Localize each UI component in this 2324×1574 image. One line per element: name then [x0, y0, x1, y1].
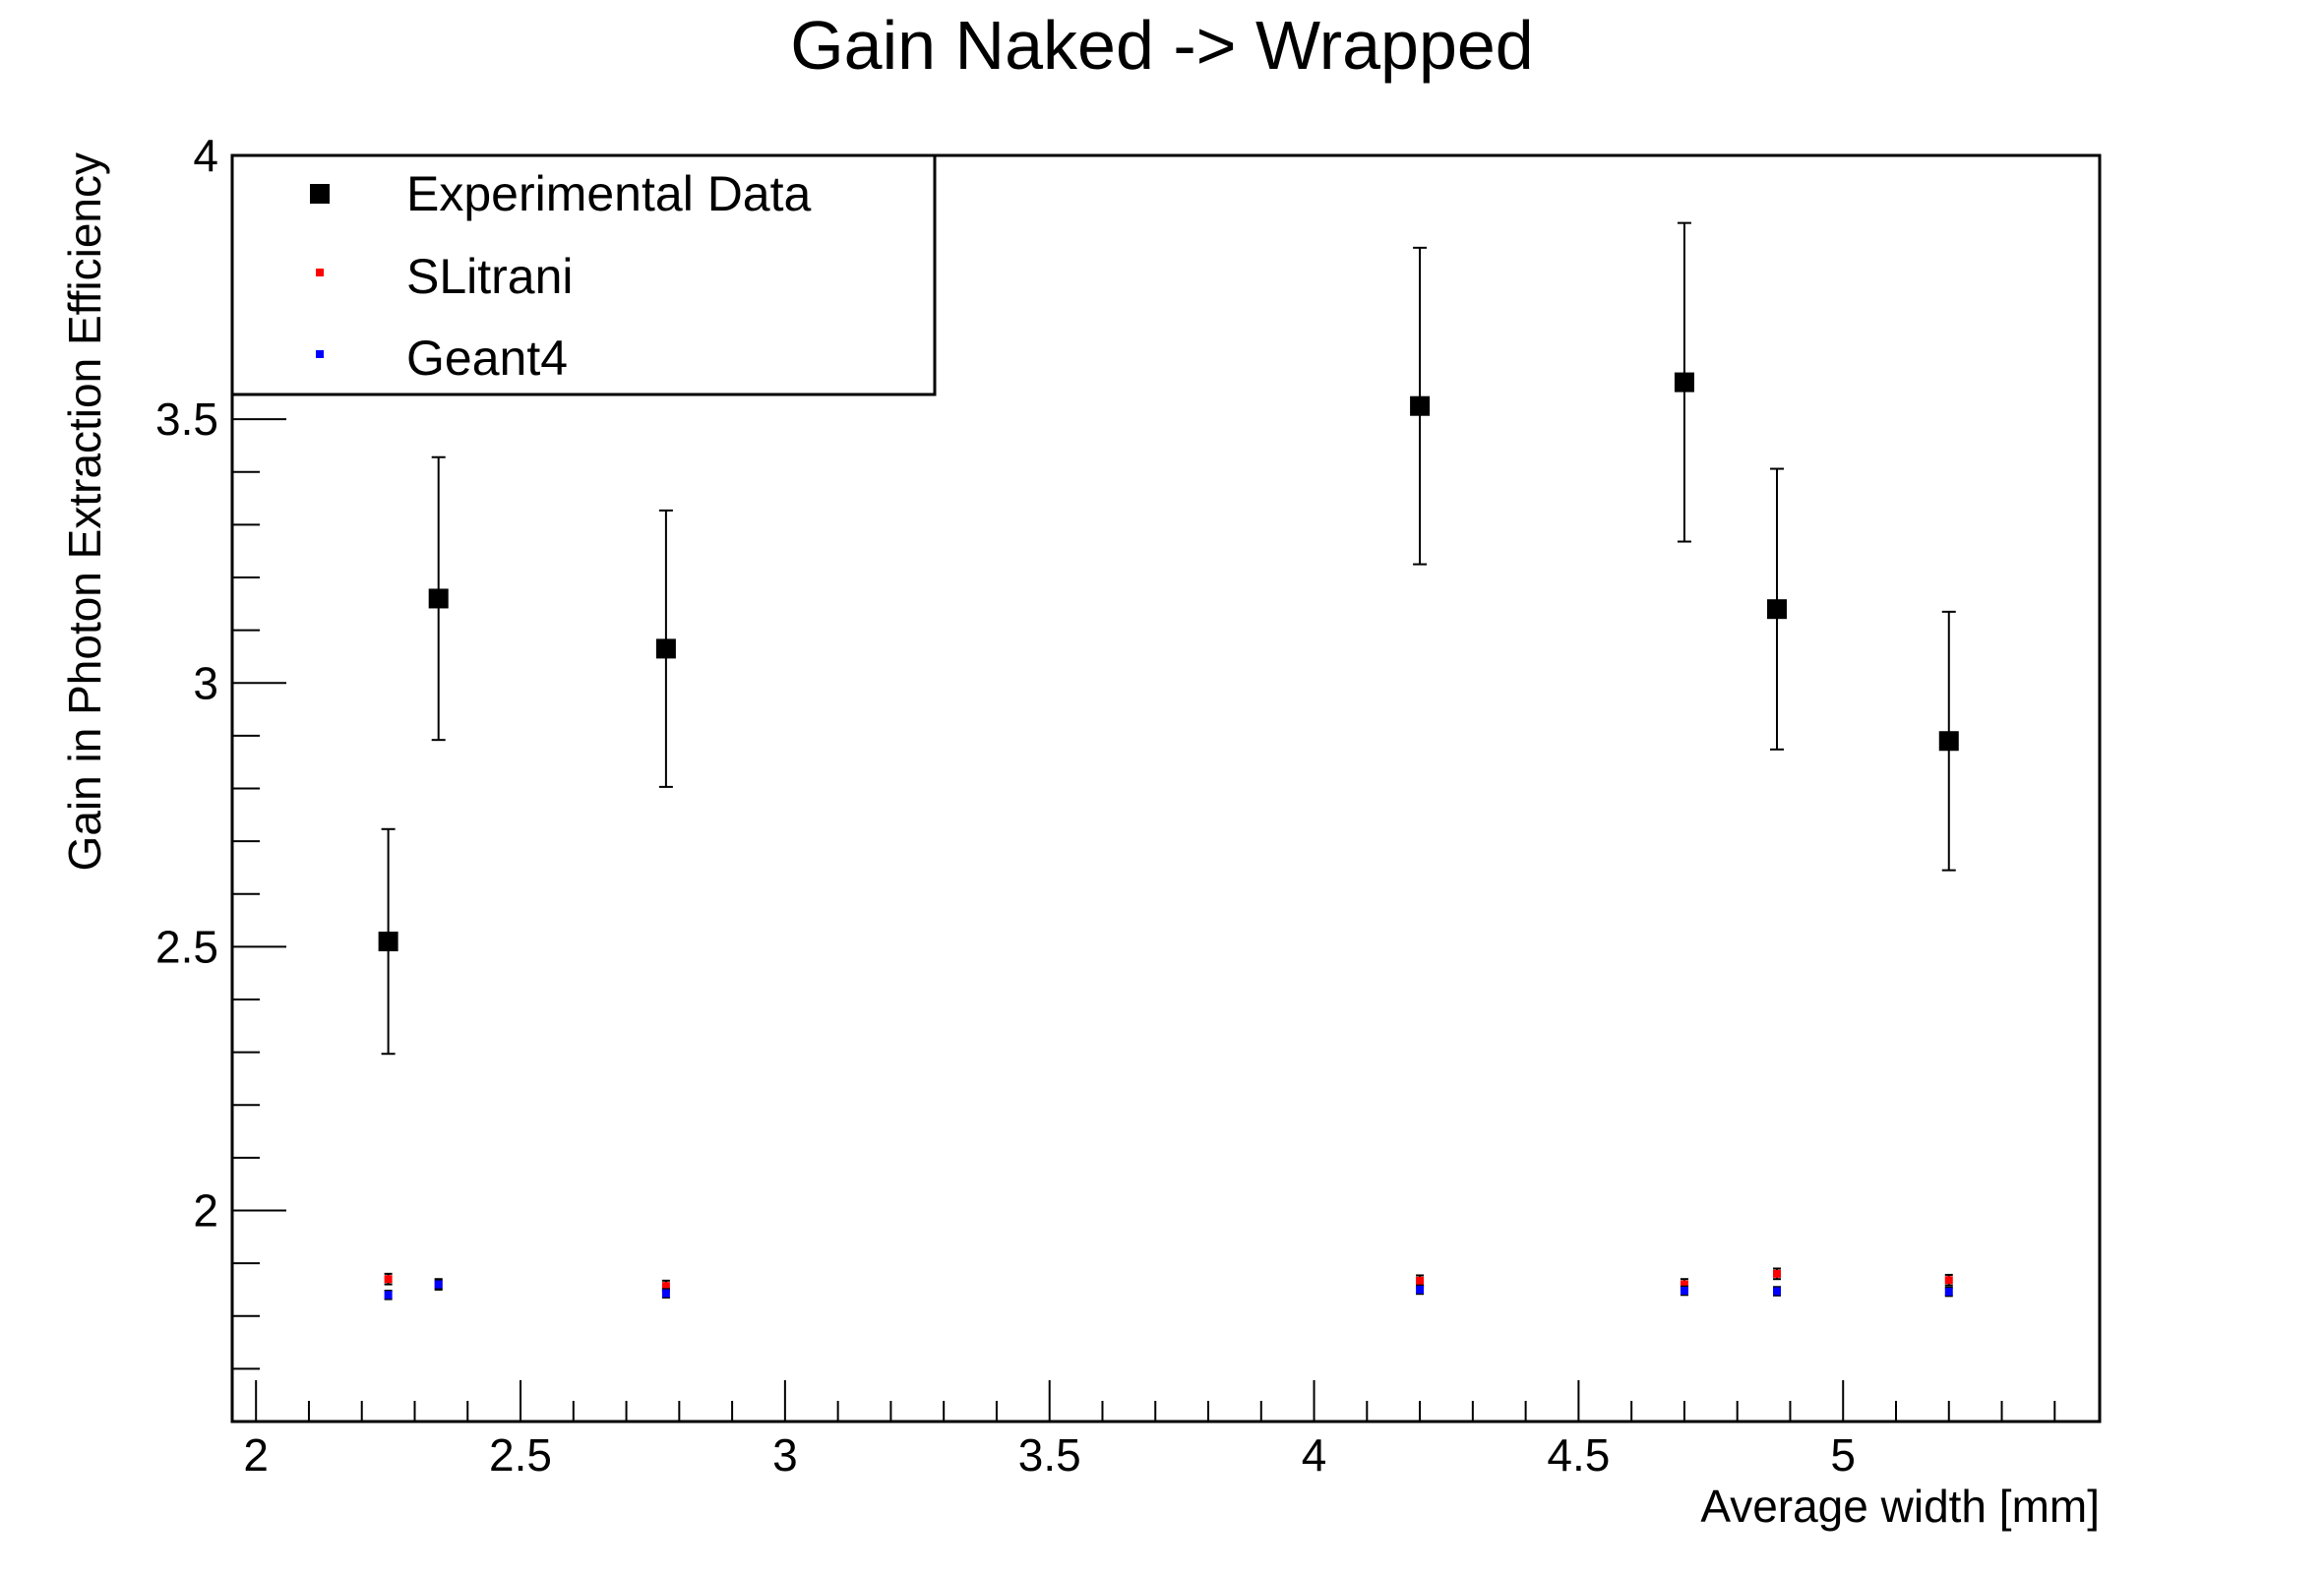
data-point: [1773, 1287, 1782, 1296]
legend: Experimental Data SLitrani Geant4: [230, 153, 937, 396]
legend-label-slitrani: SLitrani: [406, 249, 574, 304]
y-tick-label: 2.5: [155, 921, 218, 972]
data-point: [1767, 599, 1788, 620]
data-point: [378, 932, 398, 952]
data-point: [1773, 1269, 1782, 1278]
series-geant4: [384, 1279, 1953, 1301]
y-tick-label: 3: [193, 657, 218, 708]
series-experimental-data: [378, 221, 1959, 1056]
data-point: [384, 1291, 393, 1300]
data-point: [1416, 1276, 1425, 1285]
data-point: [434, 1280, 443, 1289]
data-point: [1680, 1280, 1688, 1289]
data-point: [661, 1282, 670, 1291]
legend-box: [230, 153, 937, 396]
data-point: [1674, 372, 1694, 393]
data-point: [655, 638, 676, 659]
x-tick-label: 4.5: [1547, 1429, 1610, 1481]
y-axis: 2 2.5 3 3.5 4: [155, 130, 286, 1423]
data-point: [661, 1289, 670, 1298]
y-axis-label: Gain in Photon Extraction Efficiency: [59, 152, 110, 871]
x-tick-label: 3: [772, 1429, 798, 1481]
chart-title: Gain Naked -> Wrapped: [790, 7, 1534, 84]
legend-marker-slitrani: [316, 269, 324, 276]
x-tick-label: 2.5: [489, 1429, 552, 1481]
x-axis: 2 2.5 3 3.5 4 4.5 5: [243, 1380, 2056, 1481]
y-tick-label: 4: [193, 130, 218, 181]
data-point: [428, 588, 449, 609]
data-point: [1944, 1288, 1953, 1297]
legend-label-geant4: Geant4: [406, 331, 568, 386]
y-tick-label: 2: [193, 1185, 218, 1237]
data-point: [1944, 1276, 1953, 1285]
x-tick-label: 5: [1830, 1429, 1856, 1481]
data-point: [384, 1275, 393, 1284]
legend-label-experimental-data: Experimental Data: [406, 166, 811, 221]
data-point: [1410, 395, 1431, 416]
data-point: [1416, 1285, 1425, 1294]
legend-marker-geant4: [316, 350, 324, 358]
data-layer: [378, 221, 1959, 1301]
legend-marker-experimental-data: [310, 184, 330, 204]
x-tick-label: 3.5: [1018, 1429, 1081, 1481]
data-point: [1680, 1287, 1688, 1296]
x-tick-label: 2: [243, 1429, 269, 1481]
x-axis-label: Average width [mm]: [1700, 1481, 2100, 1532]
x-tick-label: 4: [1302, 1429, 1327, 1481]
y-tick-label: 3.5: [155, 394, 218, 445]
data-point: [1938, 731, 1959, 752]
